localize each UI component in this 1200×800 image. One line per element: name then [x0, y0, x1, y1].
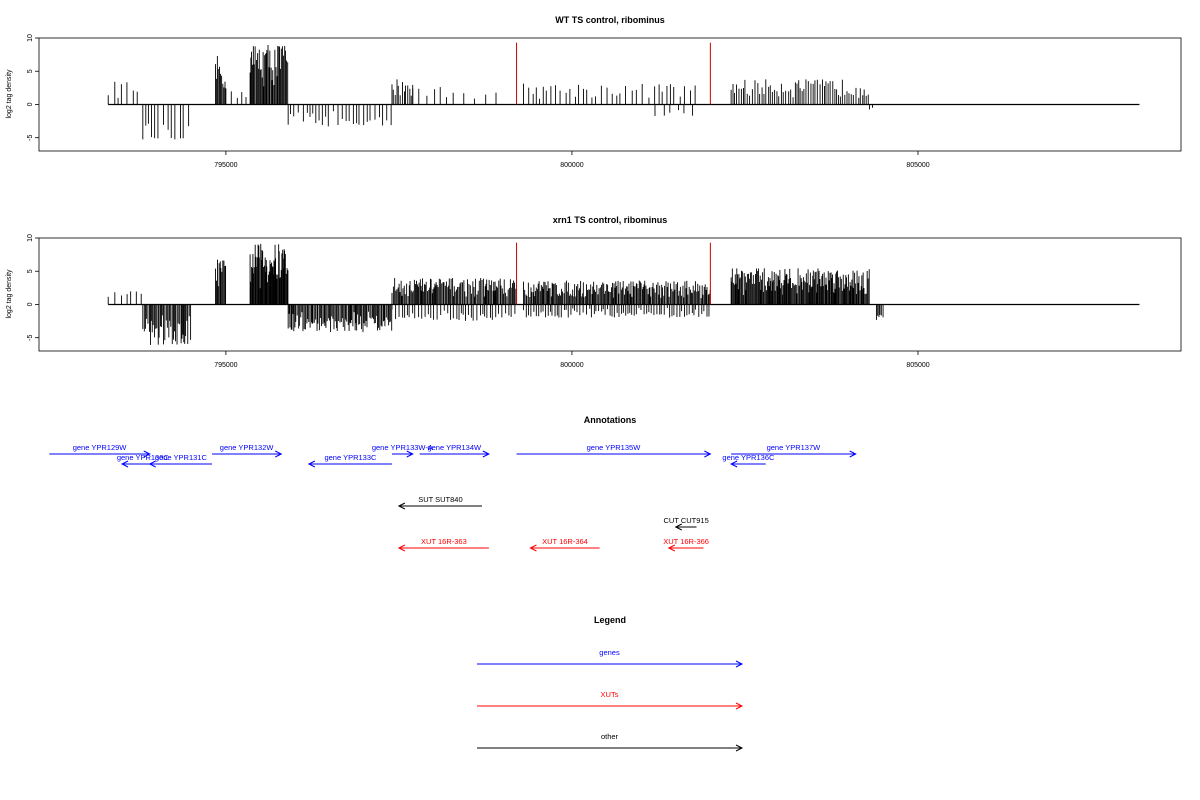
arrow-head	[482, 450, 490, 458]
arrow-head	[406, 450, 414, 458]
wt-chart-panel: WT TS control, ribominus log2 tag densit…	[6, 15, 1182, 169]
arrow-head	[143, 450, 151, 458]
x-tick-label: 795000	[214, 162, 237, 169]
annotation-label: XUT 16R-364	[542, 537, 588, 546]
legend-title: Legend	[594, 615, 626, 625]
annotation-label: gene YPR133W-A	[372, 443, 433, 452]
y-tick-label: 0	[27, 302, 34, 306]
annotation-label: gene YPR132W	[220, 443, 275, 452]
annotations-title: Annotations	[584, 415, 637, 425]
wt-axes: 10 5 0 -5 795000 800000 805000	[27, 34, 930, 169]
xrn1-data-marks	[107, 242, 1140, 345]
legend-label: other	[601, 732, 619, 741]
annotation-label: gene YPR136C	[722, 453, 775, 462]
x-tick-label: 800000	[560, 362, 583, 369]
arrow-head	[120, 460, 129, 468]
wt-data-marks	[107, 42, 1140, 140]
annotation-label: gene YPR129W	[73, 443, 128, 452]
annotation-label: XUT 16R-366	[663, 537, 709, 546]
wt-chart-title: WT TS control, ribominus	[555, 15, 665, 25]
arrow-head	[735, 702, 744, 710]
xrn1-plot-frame	[38, 237, 1182, 352]
xrn1-axes: 10 5 0 -5 795000 800000 805000	[27, 234, 930, 369]
annotation-label: gene YPR130C	[117, 453, 170, 462]
xrn1-y-axis-label: log2 tag density	[6, 269, 13, 319]
arrow-head	[148, 460, 156, 468]
xrn1-chart-panel: xrn1 TS control, ribominus log2 tag dens…	[6, 215, 1182, 369]
y-tick-label: -5	[27, 134, 34, 140]
legend: genes XUTs other	[477, 648, 744, 752]
x-tick-label: 800000	[560, 162, 583, 169]
annotation-label: gene YPR135W	[587, 443, 642, 452]
arrow-head	[397, 544, 406, 552]
arrow-head	[397, 502, 406, 510]
arrow-head	[735, 744, 744, 752]
arrow-head	[704, 450, 712, 458]
annotation-label: SUT SUT840	[418, 495, 462, 504]
x-tick-label: 795000	[214, 362, 237, 369]
annotation-label: XUT 16R-363	[421, 537, 467, 546]
arrow-head	[667, 544, 676, 552]
arrow-head	[529, 544, 537, 552]
annotation-label: gene YPR137W	[767, 443, 822, 452]
y-tick-label: 10	[27, 234, 34, 242]
xrn1-chart-title: xrn1 TS control, ribominus	[553, 215, 668, 225]
arrow-head	[275, 450, 283, 458]
y-tick-label: 5	[27, 269, 34, 273]
annotation-label: gene YPR134W	[427, 443, 482, 452]
legend-label: XUTs	[601, 690, 619, 699]
annotation-label: gene YPR131C	[155, 453, 208, 462]
arrow-head	[849, 450, 857, 458]
arrow-head	[735, 660, 744, 668]
x-tick-label: 805000	[906, 162, 929, 169]
arrow-head	[730, 460, 738, 468]
legend-label: genes	[599, 648, 620, 657]
y-tick-label: 0	[27, 102, 34, 106]
arrow-head	[307, 460, 316, 468]
x-tick-label: 805000	[906, 362, 929, 369]
annotation-label: gene YPR133C	[324, 453, 377, 462]
y-tick-label: -5	[27, 334, 34, 340]
wt-plot-frame	[38, 37, 1182, 152]
arrow-head	[674, 523, 682, 531]
wt-y-axis-label: log2 tag density	[6, 69, 13, 119]
annotation-label: CUT CUT915	[663, 516, 708, 525]
y-tick-label: 5	[27, 69, 34, 73]
y-tick-label: 10	[27, 34, 34, 42]
